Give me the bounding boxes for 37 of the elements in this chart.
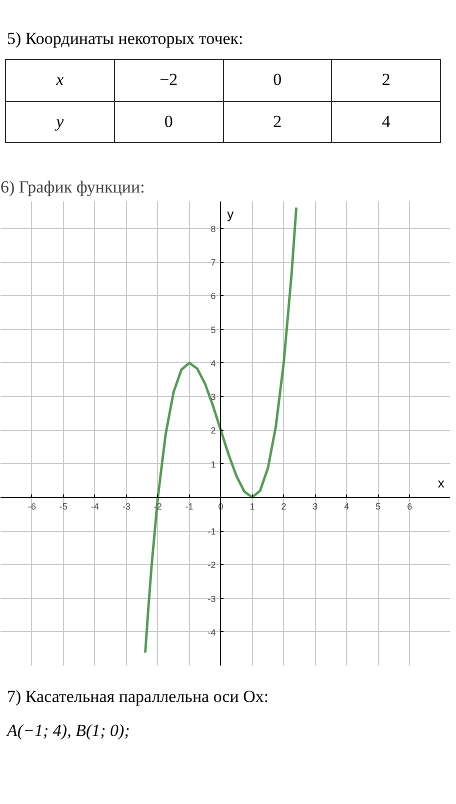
x-tick-label: -5 bbox=[59, 501, 68, 512]
text: 4 bbox=[332, 101, 440, 142]
y-tick-label: 7 bbox=[210, 258, 216, 268]
y-tick-label: 8 bbox=[210, 224, 216, 234]
y-tick-label: 1 bbox=[210, 459, 216, 470]
x-tick-label: -3 bbox=[122, 501, 130, 512]
x-tick-label: -4 bbox=[90, 501, 99, 512]
x-tick-label: 3 bbox=[312, 501, 318, 512]
text: y bbox=[6, 101, 114, 142]
chart-title: 6) График функции: bbox=[0, 178, 145, 196]
text: x bbox=[6, 60, 114, 102]
y-tick-label: 4 bbox=[210, 358, 216, 368]
y-tick-label: 6 bbox=[210, 291, 216, 302]
y-tick-label: 2 bbox=[210, 426, 216, 436]
x-tick-label: 5 bbox=[376, 501, 381, 512]
y-tick-label: -2 bbox=[208, 560, 216, 570]
y-axis-title: y bbox=[227, 206, 234, 222]
text: 5) Координаты некоторых точек: bbox=[7, 28, 244, 50]
line-series bbox=[144, 206, 298, 654]
x-axis-title: x bbox=[438, 476, 445, 491]
x-tick-label: 4 bbox=[344, 501, 350, 512]
x-tick-label: 1 bbox=[250, 501, 255, 512]
x-tick-label: -1 bbox=[185, 501, 194, 512]
text: 0 bbox=[114, 101, 223, 142]
text: 7) Касательная параллельна оси Ox: bbox=[7, 686, 269, 708]
text: −2 bbox=[114, 60, 223, 102]
x-tick-label: -6 bbox=[28, 501, 36, 512]
text: 2 bbox=[332, 60, 440, 102]
y-tick-label: -3 bbox=[208, 594, 216, 604]
x-tick-label: 6 bbox=[407, 501, 412, 512]
text: A(−1; 4), B(1; 0); bbox=[7, 720, 131, 742]
y-tick-label: 3 bbox=[210, 392, 216, 402]
y-tick-label: -4 bbox=[208, 627, 216, 638]
y-tick-label: -1 bbox=[208, 526, 216, 537]
text: 0 bbox=[223, 60, 332, 102]
y-tick-label: 5 bbox=[210, 324, 216, 335]
x-tick-label: 2 bbox=[281, 501, 286, 512]
